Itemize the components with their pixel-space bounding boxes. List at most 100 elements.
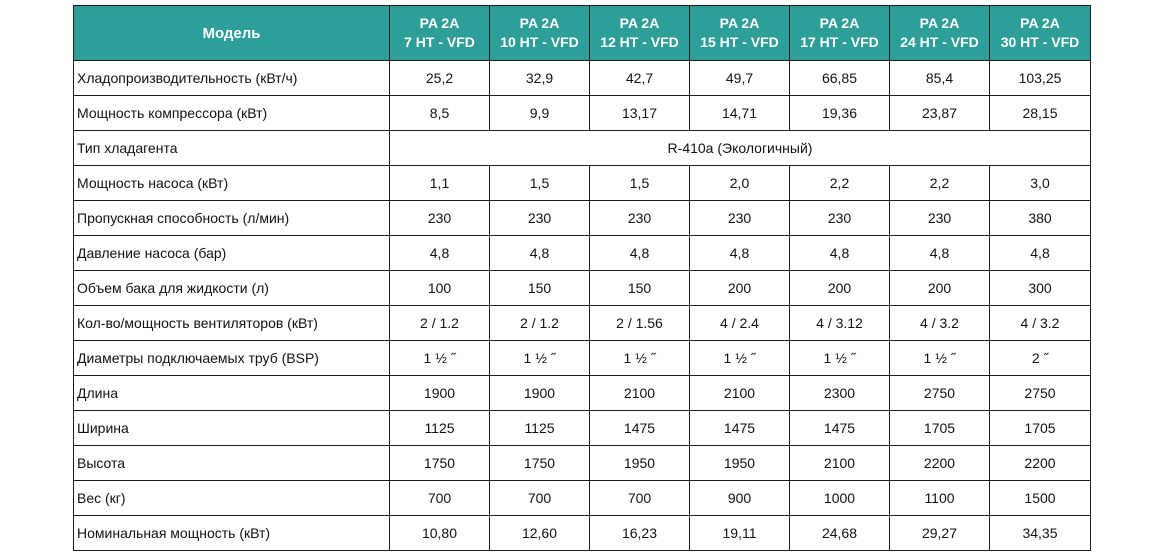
row-param-cooling-capacity: Хладопроизводительность (кВт/ч) [73,60,390,96]
row-param-length: Длина [73,375,390,411]
model-variant: 15 HT - VFD [700,34,779,50]
table-cell: 230 [889,200,990,236]
table-cell: 150 [489,270,590,306]
table-cell: 230 [489,200,590,236]
table-cell: 1,5 [489,165,590,201]
table-cell: 1900 [489,375,590,411]
table-cell: 85,4 [889,60,990,96]
model-series: PA 2A [819,15,860,31]
table-row: Объем бака для жидкости (л) 100 150 150 … [73,270,1091,306]
table-row: Мощность компрессора (кВт) 8,5 9,9 13,17… [73,95,1091,131]
table-cell: 900 [689,480,790,516]
table-cell: 1705 [889,410,990,446]
table-cell: 4 / 2.4 [689,305,790,341]
table-cell: 2100 [689,375,790,411]
table-cell: 2750 [889,375,990,411]
table-cell: 16,23 [589,515,690,551]
table-cell: 1475 [689,410,790,446]
table-cell: 4,8 [489,235,590,271]
row-param-weight: Вес (кг) [73,480,390,516]
table-cell: 2 / 1.2 [489,305,590,341]
table-cell: 700 [489,480,590,516]
row-param-compressor-power: Мощность компрессора (кВт) [73,95,390,131]
table-cell: 700 [589,480,690,516]
table-row: Хладопроизводительность (кВт/ч) 25,2 32,… [73,60,1091,96]
table-cell: 24,68 [789,515,890,551]
model-header-10: PA 2A 10 HT - VFD [489,5,590,61]
table-cell: 230 [689,200,790,236]
table-cell: 230 [389,200,490,236]
table-cell: 1 ½ ˝ [389,340,490,376]
table-cell: 1 ½ ˝ [789,340,890,376]
table-cell: 1950 [589,445,690,481]
table-cell: 1125 [489,410,590,446]
table-cell: 2 / 1.56 [589,305,690,341]
table-cell: 1950 [689,445,790,481]
model-series: PA 2A [419,15,460,31]
table-cell: 4 / 3.2 [989,305,1091,341]
table-row: Пропускная способность (л/мин) 230 230 2… [73,200,1091,236]
model-header-label: Модель [73,5,390,61]
table-cell: 14,71 [689,95,790,131]
table-cell: 1475 [789,410,890,446]
table-cell: 1 ½ ˝ [489,340,590,376]
row-param-pump-pressure: Давление насоса (бар) [73,235,390,271]
table-cell: 4 / 3.2 [889,305,990,341]
table-cell: 1,1 [389,165,490,201]
row-param-height: Высота [73,445,390,481]
table-cell: 1100 [889,480,990,516]
table-cell: 10,80 [389,515,490,551]
table-cell: 2,2 [789,165,890,201]
table-cell: 2,2 [889,165,990,201]
table-cell: 1475 [589,410,690,446]
row-param-fans: Кол-во/мощность вентиляторов (кВт) [73,305,390,341]
spec-table: Модель PA 2A 7 HT - VFD PA 2A 10 HT - VF… [73,5,1091,551]
table-cell: 1 ½ ˝ [589,340,690,376]
model-series: PA 2A [1020,15,1060,31]
table-cell: 2300 [789,375,890,411]
table-cell: 1500 [989,480,1091,516]
table-cell: 4 / 3.12 [789,305,890,341]
table-row: Тип хладагента R-410a (Экологичный) [73,130,1091,166]
table-row: Давление насоса (бар) 4,8 4,8 4,8 4,8 4,… [73,235,1091,271]
table-cell: 23,87 [889,95,990,131]
table-cell: 300 [989,270,1091,306]
table-cell: 2200 [989,445,1091,481]
table-row: Высота 1750 1750 1950 1950 2100 2200 220… [73,445,1091,481]
table-cell: 42,7 [589,60,690,96]
table-cell: 4,8 [689,235,790,271]
table-cell: 2 ˝ [989,340,1091,376]
table-cell: 66,85 [789,60,890,96]
model-series: PA 2A [919,15,960,31]
table-cell: 100 [389,270,490,306]
table-cell: 230 [789,200,890,236]
table-cell: 1900 [389,375,490,411]
model-header-15: PA 2A 15 HT - VFD [689,5,790,61]
table-cell: 1705 [989,410,1091,446]
table-cell: 28,15 [989,95,1091,131]
table-cell: 1000 [789,480,890,516]
table-cell: 200 [889,270,990,306]
table-cell: 2100 [589,375,690,411]
table-cell: 1,5 [589,165,690,201]
model-header-17: PA 2A 17 HT - VFD [789,5,890,61]
refrigerant-value-cell: R-410a (Экологичный) [389,130,1091,166]
table-cell: 200 [689,270,790,306]
table-cell: 19,36 [789,95,890,131]
model-series: PA 2A [719,15,760,31]
table-cell: 150 [589,270,690,306]
table-cell: 13,17 [589,95,690,131]
model-variant: 17 HT - VFD [800,34,879,50]
table-cell: 1 ½ ˝ [889,340,990,376]
table-cell: 32,9 [489,60,590,96]
model-header-12: PA 2A 12 HT - VFD [589,5,690,61]
model-header-7: PA 2A 7 HT - VFD [389,5,490,61]
model-series: PA 2A [619,15,660,31]
table-cell: 2 / 1.2 [389,305,490,341]
table-body: Хладопроизводительность (кВт/ч) 25,2 32,… [73,60,1091,551]
table-cell: 2,0 [689,165,790,201]
table-cell: 4,8 [389,235,490,271]
table-header: Модель PA 2A 7 HT - VFD PA 2A 10 HT - VF… [73,5,1091,61]
model-variant: 12 HT - VFD [600,34,679,50]
row-param-flow-rate: Пропускная способность (л/мин) [73,200,390,236]
